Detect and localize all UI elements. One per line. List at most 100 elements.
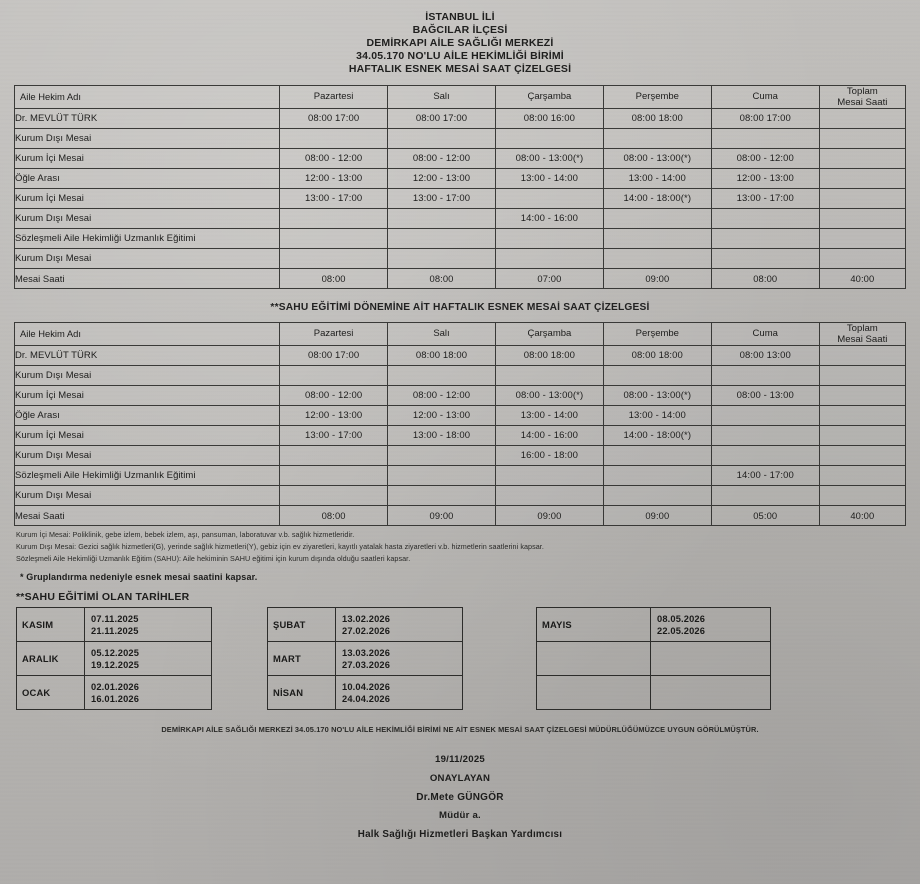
footnote-star-note: * Gruplandırma nedeniyle esnek mesai saa… bbox=[20, 572, 258, 583]
schedule-cell bbox=[818, 228, 907, 250]
sahu-date-second: 24.04.2026 bbox=[342, 693, 391, 704]
footnote-line-1: Kurum İçi Mesai: Poliklinik, gebe izlem,… bbox=[16, 530, 355, 540]
schedule-cell bbox=[818, 188, 907, 210]
schedule-table-1-wrapper: Aile Hekim Adı Pazartesi Salı Çarşamba P… bbox=[0, 76, 920, 290]
schedule-cell bbox=[710, 228, 820, 250]
schedule-cell bbox=[602, 445, 712, 467]
sahu-month-name: MART bbox=[267, 641, 336, 677]
row-label: Dr. MEVLÜT TÜRK bbox=[13, 345, 281, 367]
schedule-cell bbox=[494, 485, 604, 507]
sahu-date-values: 13.03.2026 27.03.2026 bbox=[335, 641, 463, 677]
sahu-date-row: ŞUBAT 13.02.2026 27.02.2026 bbox=[267, 607, 463, 643]
schedule-cell: 40:00 bbox=[818, 505, 907, 527]
footnote-line-2: Kurum Dışı Mesai: Gezici sağlık hizmetle… bbox=[16, 542, 544, 552]
schedule-cell bbox=[710, 425, 820, 447]
schedule-cell bbox=[710, 485, 820, 507]
schedule-cell bbox=[818, 485, 907, 507]
schedule-cell bbox=[387, 445, 496, 467]
schedule-cell: 13:00 - 17:00 bbox=[279, 188, 389, 210]
footnote-line-3: Sözleşmeli Aile Hekimliği Uzmanlık Eğiti… bbox=[16, 554, 411, 564]
schedule-cell: 13:00 - 14:00 bbox=[494, 168, 604, 190]
header-physician-name: Aile Hekim Adı bbox=[13, 85, 281, 110]
sahu-dates-body-2: ŞUBAT 13.02.2026 27.02.2026 MART 13.03.2026 2… bbox=[267, 607, 463, 711]
sahu-month-name: MAYIS bbox=[536, 607, 651, 643]
schedule-cell bbox=[602, 128, 712, 150]
approval-label: ONAYLAYAN bbox=[429, 772, 491, 784]
sahu-dates-heading: **SAHU EĞİTİMİ OLAN TARİHLER bbox=[16, 591, 190, 604]
header-day-monday: Pazartesi bbox=[279, 85, 389, 110]
header-day-wednesday: Çarşamba bbox=[494, 85, 604, 110]
sahu-date-values: 08.05.2026 22.05.2026 bbox=[650, 607, 771, 643]
row-label: Kurum Dışı Mesai bbox=[13, 445, 281, 467]
schedule-cell: 13:00 - 14:00 bbox=[494, 405, 604, 427]
schedule-cell: 12:00 - 13:00 bbox=[710, 168, 820, 190]
sahu-dates-row: KASIM 07.11.2025 21.11.2025 ARALIK 05.12.202… bbox=[16, 607, 920, 711]
table-row: Kurum Dışı Mesai bbox=[13, 365, 907, 387]
schedule-cell bbox=[602, 365, 712, 387]
schedule-cell bbox=[818, 465, 907, 487]
sahu-date-values: 05.12.2025 19.12.2025 bbox=[84, 641, 212, 677]
schedule-cell: 08:00 bbox=[279, 505, 389, 527]
weekly-schedule-table: Aile Hekim Adı Pazartesi Salı Çarşamba P… bbox=[13, 85, 907, 290]
sahu-month-name: OCAK bbox=[16, 675, 85, 711]
sahu-date-values: 07.11.2025 21.11.2025 bbox=[84, 607, 212, 643]
schedule-cell bbox=[387, 465, 496, 487]
row-label: Kurum İçi Mesai bbox=[13, 425, 281, 447]
sahu-date-row bbox=[536, 641, 771, 677]
sahu-month-name: NİSAN bbox=[267, 675, 336, 711]
schedule-cell: 09:00 bbox=[602, 268, 712, 290]
header-day-tuesday: Salı bbox=[387, 85, 496, 110]
schedule-cell: 14:00 - 18:00(*) bbox=[602, 188, 712, 210]
table-row: Kurum Dışı Mesai bbox=[13, 128, 907, 150]
schedule-cell bbox=[279, 465, 389, 487]
row-label: Kurum İçi Mesai bbox=[13, 188, 281, 210]
sahu-date-second: 27.03.2026 bbox=[342, 659, 391, 670]
schedule-cell bbox=[387, 248, 496, 270]
schedule-cell bbox=[818, 208, 907, 230]
title-line-3: DEMİRKAPI AİLE SAĞLIĞI MERKEZİ bbox=[366, 37, 554, 50]
schedule-cell bbox=[279, 485, 389, 507]
title-line-2: BAĞCILAR İLÇESİ bbox=[412, 24, 508, 37]
row-label: Öğle Arası bbox=[13, 168, 281, 190]
table-row: Kurum Dışı Mesai bbox=[13, 485, 907, 507]
schedule-cell: 08:00 - 12:00 bbox=[710, 148, 820, 170]
signature-block: 19/11/2025 ONAYLAYAN Dr.Mete GÜNGÖR Müdü… bbox=[0, 734, 920, 844]
header-day-wednesday: Çarşamba bbox=[494, 322, 604, 347]
sahu-month-name bbox=[536, 675, 651, 711]
schedule-cell bbox=[818, 168, 907, 190]
schedule-cell bbox=[818, 345, 907, 367]
schedule-cell: 08:00 18:00 bbox=[387, 345, 496, 367]
table-row: Dr. MEVLÜT TÜRK 08:00 17:00 08:00 18:00 08:… bbox=[13, 345, 907, 367]
row-label: Kurum Dışı Mesai bbox=[13, 208, 281, 230]
schedule-cell bbox=[818, 385, 907, 407]
schedule-cell bbox=[710, 248, 820, 270]
schedule-table-2-body: Dr. MEVLÜT TÜRK 08:00 17:00 08:00 18:00 08:… bbox=[13, 345, 907, 527]
sahu-date-second: 16.01.2026 bbox=[91, 693, 140, 704]
schedule-cell bbox=[279, 445, 389, 467]
header-day-monday: Pazartesi bbox=[279, 322, 389, 347]
schedule-cell: 08:00 17:00 bbox=[710, 108, 820, 130]
schedule-cell: 08:00 - 13:00(*) bbox=[494, 148, 604, 170]
schedule-cell: 09:00 bbox=[602, 505, 712, 527]
schedule-cell bbox=[710, 208, 820, 230]
schedule-cell bbox=[494, 228, 604, 250]
schedule-cell: 08:00 - 12:00 bbox=[387, 385, 496, 407]
table-row: Kurum Dışı Mesai 14:00 - 16:00 bbox=[13, 208, 907, 230]
table-row: Kurum İçi Mesai 13:00 - 17:00 13:00 - 17:0… bbox=[13, 188, 907, 210]
schedule-cell bbox=[818, 445, 907, 467]
schedule-cell: 13:00 - 14:00 bbox=[602, 168, 712, 190]
sahu-date-second: 19.12.2025 bbox=[91, 659, 140, 670]
row-label: Kurum Dışı Mesai bbox=[13, 128, 281, 150]
footnotes-block: Kurum İçi Mesai: Poliklinik, gebe izlem,… bbox=[0, 526, 920, 582]
table-row: Sözleşmeli Aile Hekimliği Uzmanlık Eğiti… bbox=[13, 465, 907, 487]
schedule-cell bbox=[818, 365, 907, 387]
sahu-dates-body-3: MAYIS 08.05.2026 22.05.2026 bbox=[536, 607, 771, 711]
schedule-cell: 08:00 bbox=[279, 268, 389, 290]
schedule-cell: 12:00 - 13:00 bbox=[387, 405, 496, 427]
sahu-date-first: 07.11.2025 bbox=[91, 613, 139, 624]
schedule-cell bbox=[387, 365, 496, 387]
sahu-month-name bbox=[536, 641, 651, 677]
schedule-cell bbox=[602, 485, 712, 507]
schedule-cell: 08:00 - 12:00 bbox=[387, 148, 496, 170]
table-row: Kurum İçi Mesai 08:00 - 12:00 08:00 - 12:0… bbox=[13, 385, 907, 407]
